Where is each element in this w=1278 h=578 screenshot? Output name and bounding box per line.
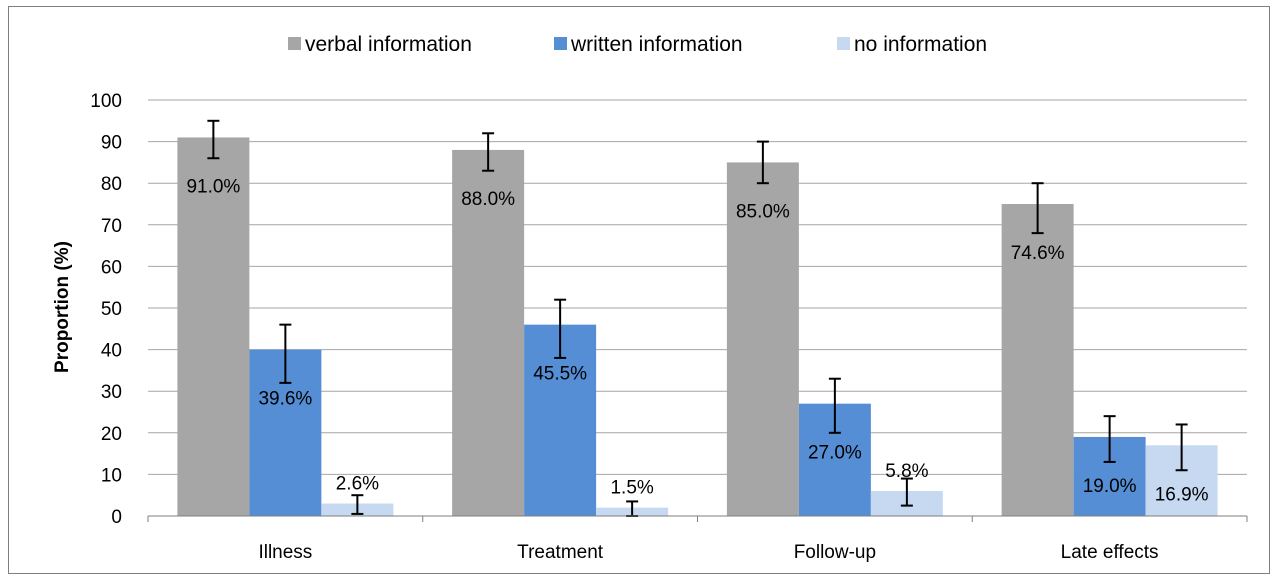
data-label: 5.8%: [885, 461, 928, 482]
bars: [177, 137, 1218, 517]
category-label: Late effects: [1061, 542, 1159, 563]
category-label: Follow-up: [794, 542, 876, 563]
data-label: 85.0%: [736, 201, 790, 222]
y-tick-label: 50: [101, 299, 122, 320]
data-label: 1.5%: [610, 478, 653, 499]
data-label: 74.6%: [1011, 243, 1065, 264]
legend-swatch: [554, 37, 567, 50]
data-label: 16.9%: [1155, 484, 1209, 505]
y-tick-label: 10: [101, 465, 122, 486]
y-tick-label: 80: [101, 174, 122, 195]
category-label: Treatment: [517, 542, 604, 563]
bar: [177, 137, 250, 516]
legend-label: written information: [570, 33, 743, 56]
y-tick-label: 20: [101, 424, 122, 445]
category-label: Illness: [258, 542, 312, 563]
bar: [1001, 204, 1074, 516]
data-labels: 91.0% 88.0% 85.0% 74.6% 39.6% 45.5% 27.0% 19.0%…: [186, 176, 1208, 505]
data-label: 39.6%: [258, 389, 312, 410]
y-tick-label: 30: [101, 382, 122, 403]
axes: 0 10 20 30 40 50 60 70 80 90 100 Illness Treatment Fo…: [90, 91, 1248, 563]
y-tick-label: 0: [111, 507, 122, 528]
legend-swatch: [288, 37, 301, 50]
y-tick-label: 100: [90, 91, 122, 112]
data-label: 27.0%: [808, 443, 862, 464]
legend-swatch: [837, 37, 850, 50]
y-tick-label: 60: [101, 257, 122, 278]
data-label: 88.0%: [461, 189, 515, 210]
y-tick-label: 40: [101, 341, 122, 362]
bar: [726, 162, 799, 516]
error-bars: [207, 119, 1188, 517]
y-axis-label: Proportion (%): [52, 241, 73, 373]
legend: verbal information written information no …: [288, 33, 987, 56]
data-label: 19.0%: [1083, 476, 1137, 497]
data-label: 91.0%: [186, 176, 240, 197]
legend-label: no information: [854, 33, 987, 56]
data-label: 45.5%: [533, 364, 587, 385]
bar: [452, 149, 525, 517]
chart-frame: [8, 6, 1270, 574]
legend-label: verbal information: [305, 33, 472, 56]
y-tick-label: 70: [101, 216, 122, 237]
y-tick-label: 90: [101, 133, 122, 154]
data-label: 2.6%: [336, 474, 379, 495]
